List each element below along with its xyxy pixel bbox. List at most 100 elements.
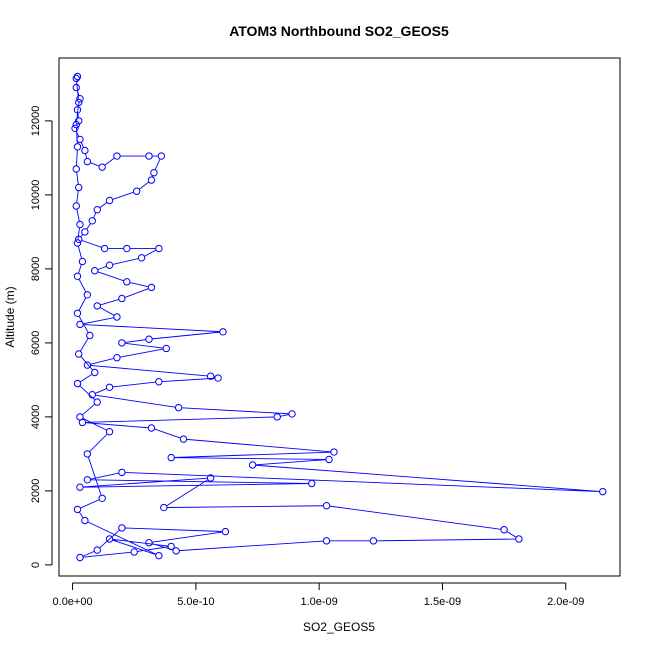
data-point <box>72 83 80 92</box>
data-point <box>83 450 92 458</box>
data-point <box>214 374 222 382</box>
data-point <box>145 539 153 547</box>
data-point <box>75 183 83 192</box>
data-point <box>72 120 80 129</box>
data-point <box>308 479 316 488</box>
data-point <box>105 261 114 269</box>
data-point <box>248 461 257 469</box>
data-point <box>123 278 131 286</box>
y-axis-label: Altitude (m) <box>3 286 17 347</box>
chart-title: ATOM3 Northbound SO2_GEOS5 <box>229 23 449 39</box>
data-point <box>81 146 89 155</box>
y-axis: 0 2000 4000 6000 8000 10000 12000 <box>30 106 53 568</box>
data-point <box>83 157 92 166</box>
data-point <box>322 502 331 510</box>
x-axis-label: SO2_GEOS5 <box>303 620 375 634</box>
data-point <box>75 117 83 125</box>
data-point <box>76 95 84 103</box>
data-point <box>81 516 89 525</box>
data-point <box>221 527 230 536</box>
data-point <box>86 331 94 340</box>
data-point <box>206 474 215 482</box>
data-point <box>76 413 84 421</box>
data-point <box>73 505 82 514</box>
data-point <box>113 354 121 362</box>
y-tick-label: 0 <box>30 562 42 568</box>
data-point <box>160 503 168 512</box>
data-point <box>515 535 523 543</box>
data-point <box>73 239 82 247</box>
data-point <box>75 350 83 358</box>
data-point <box>155 244 163 253</box>
data-point <box>98 163 106 171</box>
data-point <box>155 551 163 560</box>
data-point <box>118 294 126 303</box>
data-point <box>73 309 82 317</box>
data-point <box>76 220 84 229</box>
y-tick-label: 12000 <box>30 106 42 137</box>
data-point <box>118 339 126 347</box>
y-tick-label: 6000 <box>30 331 42 355</box>
data-point <box>273 413 281 421</box>
data-point <box>599 487 607 496</box>
data-point <box>113 152 121 160</box>
data-point <box>330 448 338 456</box>
data-point <box>369 537 378 545</box>
data-point <box>118 524 126 532</box>
data-point <box>147 283 156 292</box>
y-tick-label: 4000 <box>30 405 42 429</box>
data-point <box>118 468 126 477</box>
x-tick-label: 2.0e-09 <box>547 596 584 608</box>
data-point <box>73 143 82 151</box>
plot-frame <box>58 57 621 577</box>
data-point <box>73 379 82 388</box>
data-point <box>88 217 96 225</box>
data-point <box>75 98 83 107</box>
x-axis: 0.0e+00 5.0e-10 1.0e-09 1.5e-09 2.0e-09 <box>53 582 584 608</box>
data-point <box>76 320 84 329</box>
data-point <box>105 383 114 391</box>
data-point <box>167 542 175 551</box>
data-point <box>155 378 163 386</box>
data-point <box>150 169 158 177</box>
data-point <box>71 124 79 133</box>
y-tick-label: 8000 <box>30 257 42 281</box>
data-point <box>91 267 99 275</box>
data-point <box>93 398 101 406</box>
data-point <box>76 135 84 144</box>
series-line <box>75 79 600 558</box>
data-point <box>147 424 156 432</box>
data-point <box>500 526 508 534</box>
data-point <box>162 344 170 353</box>
data-point <box>206 372 215 380</box>
data-point <box>98 494 106 502</box>
data-point <box>93 546 101 554</box>
data-point <box>73 72 82 81</box>
data-point <box>322 537 331 545</box>
data-point <box>76 483 84 491</box>
data-point <box>105 196 114 205</box>
data-point <box>174 403 183 412</box>
data-point <box>83 291 92 299</box>
data-point <box>91 368 99 377</box>
data-point <box>93 302 101 310</box>
data-point <box>100 244 109 253</box>
data-point <box>88 391 96 399</box>
data-point <box>72 202 80 210</box>
data-point <box>130 548 138 556</box>
plot-area <box>71 72 607 562</box>
data-point <box>93 206 101 214</box>
data-point <box>325 455 333 464</box>
data-point <box>147 176 156 184</box>
data-point <box>73 106 82 114</box>
data-point <box>73 272 82 280</box>
data-point <box>145 152 153 160</box>
data-point <box>78 257 87 266</box>
data-point <box>157 152 166 160</box>
data-point <box>219 328 227 336</box>
data-point <box>76 553 84 562</box>
data-point <box>72 74 80 83</box>
data-point <box>288 410 296 418</box>
data-point <box>137 254 146 262</box>
